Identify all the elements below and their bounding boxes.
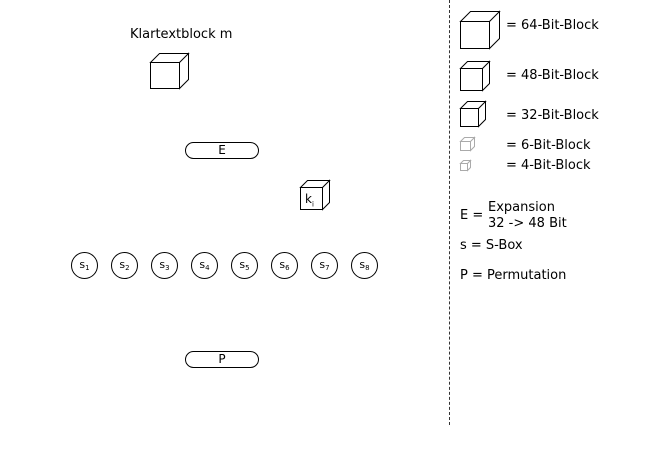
plaintext-label: Klartextblock m: [130, 27, 233, 42]
permutation-label: P: [218, 352, 226, 366]
legend-4-bit-label: = 4-Bit-Block: [506, 158, 591, 173]
cube-48-bit-icon: [459, 60, 491, 92]
cube-32-bit-icon: [459, 100, 487, 128]
cube-64-bit-icon: [459, 10, 501, 50]
sbox-6: s6: [271, 252, 298, 279]
cube-4-bit-icon: [459, 159, 472, 172]
legend-permutation-definition: P = Permutation: [460, 268, 567, 283]
legend-expansion-line1: Expansion: [488, 200, 555, 215]
sbox-2: s2: [111, 252, 138, 279]
sbox-4: s4: [191, 252, 218, 279]
sbox-8: s8: [351, 252, 378, 279]
permutation-box: P: [185, 351, 259, 368]
sbox-3: s3: [151, 252, 178, 279]
legend-64-bit-label: = 64-Bit-Block: [506, 18, 599, 33]
legend-6-bit-label: = 6-Bit-Block: [506, 138, 591, 153]
round-key-cube-icon: [299, 179, 331, 211]
legend-expansion-line2: 32 -> 48 Bit: [488, 216, 567, 231]
expansion-box: E: [185, 142, 259, 159]
legend-32-bit-label: = 32-Bit-Block: [506, 108, 599, 123]
plaintext-cube-icon: [149, 52, 190, 90]
sbox-1: s1: [71, 252, 98, 279]
legend-48-bit-label: = 48-Bit-Block: [506, 68, 599, 83]
sbox-7: s7: [311, 252, 338, 279]
expansion-label: E: [218, 143, 226, 157]
cube-6-bit-icon: [459, 136, 476, 152]
legend-sbox-definition: s = S-Box: [460, 238, 523, 253]
legend-divider: [449, 0, 450, 425]
sbox-5: s5: [231, 252, 258, 279]
legend-expansion-key: E =: [460, 208, 484, 223]
round-key-label: ki: [305, 192, 314, 209]
